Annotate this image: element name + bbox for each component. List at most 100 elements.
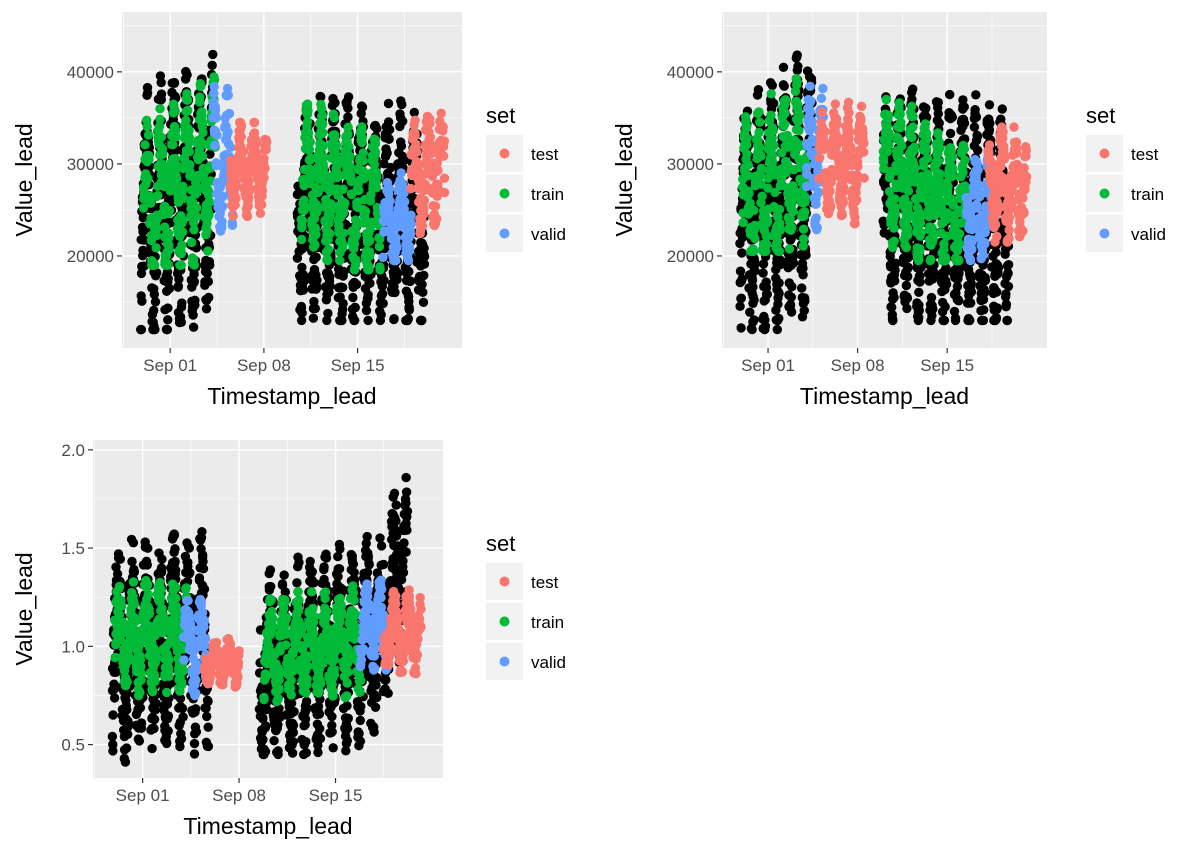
point-test: [999, 154, 1010, 164]
point-all: [337, 315, 347, 326]
point-test: [858, 128, 868, 138]
point-train: [894, 98, 905, 108]
point-test: [853, 157, 863, 167]
point-all: [947, 112, 957, 122]
point-train: [934, 143, 945, 154]
point-train: [780, 95, 791, 105]
point-all: [798, 270, 808, 280]
point-valid: [811, 213, 821, 223]
point-test: [417, 221, 428, 231]
point-all: [403, 314, 413, 324]
point-test: [425, 118, 435, 129]
point-all: [308, 313, 319, 323]
point-all: [945, 89, 955, 100]
point-train: [344, 142, 354, 152]
point-test: [1009, 122, 1019, 132]
point-valid: [209, 82, 219, 92]
point-train: [889, 223, 899, 233]
point-train: [884, 186, 895, 197]
point-train: [184, 125, 194, 136]
point-all: [202, 268, 212, 279]
point-all: [941, 266, 952, 276]
point-train: [204, 197, 215, 208]
point-all: [778, 62, 789, 72]
point-valid: [818, 83, 828, 94]
point-all: [772, 324, 782, 335]
point-all: [774, 278, 784, 288]
point-train: [922, 134, 932, 144]
point-test: [436, 108, 446, 119]
point-all: [136, 718, 147, 728]
point-train: [302, 117, 313, 127]
point-valid: [807, 116, 817, 126]
point-test: [411, 139, 421, 150]
point-all: [163, 274, 173, 284]
point-train: [197, 151, 208, 161]
point-test: [1019, 163, 1029, 173]
point-train: [140, 140, 150, 150]
point-all: [737, 248, 747, 258]
point-test: [825, 201, 836, 211]
point-all: [149, 289, 159, 300]
point-train: [311, 229, 321, 240]
point-all: [207, 60, 217, 70]
point-all: [908, 84, 918, 94]
point-test: [243, 201, 253, 211]
point-all: [383, 98, 394, 109]
point-train: [144, 154, 154, 165]
point-train: [191, 211, 202, 222]
series-train: [738, 74, 971, 266]
point-test: [859, 173, 869, 183]
point-test: [998, 127, 1008, 137]
point-all: [749, 295, 759, 305]
point-all: [891, 258, 901, 268]
point-all: [338, 282, 348, 293]
point-valid: [215, 209, 225, 219]
point-all: [792, 50, 802, 60]
legend-label-valid: valid: [531, 225, 566, 244]
point-all: [929, 267, 939, 277]
point-train: [338, 208, 349, 218]
point-train: [306, 153, 316, 163]
point-valid: [805, 81, 815, 92]
point-test: [433, 165, 443, 175]
point-train: [197, 107, 207, 117]
point-all: [980, 275, 991, 286]
point-train: [774, 246, 784, 256]
point-train: [768, 126, 778, 136]
point-train: [903, 200, 913, 210]
point-train: [882, 146, 892, 157]
point-all: [985, 118, 995, 128]
point-train: [909, 142, 920, 152]
point-train: [926, 254, 936, 265]
point-train: [318, 141, 328, 151]
point-train: [914, 254, 924, 264]
point-train: [916, 227, 926, 238]
point-train: [185, 160, 195, 170]
y-axis-title: Value_lead: [11, 123, 37, 236]
series-test: [225, 108, 450, 239]
point-train: [158, 160, 169, 171]
point-train: [772, 236, 783, 247]
series-valid: [208, 82, 417, 266]
y-tick-label: 20000: [67, 247, 114, 266]
point-train: [333, 190, 343, 200]
point-test: [260, 163, 270, 174]
point-train: [338, 240, 348, 250]
point-train: [908, 122, 918, 132]
point-all: [384, 134, 394, 144]
point-train: [785, 213, 795, 224]
point-all: [325, 272, 335, 282]
point-valid: [385, 209, 396, 220]
point-train: [908, 111, 918, 122]
point-all: [112, 569, 123, 579]
point-all: [108, 710, 118, 720]
point-all: [758, 259, 769, 269]
point-train: [153, 190, 163, 201]
legend-title: set: [1086, 103, 1115, 128]
point-all: [965, 315, 975, 326]
point-train: [318, 119, 328, 129]
point-train: [365, 247, 375, 257]
point-test: [830, 99, 840, 109]
point-all: [799, 305, 809, 316]
